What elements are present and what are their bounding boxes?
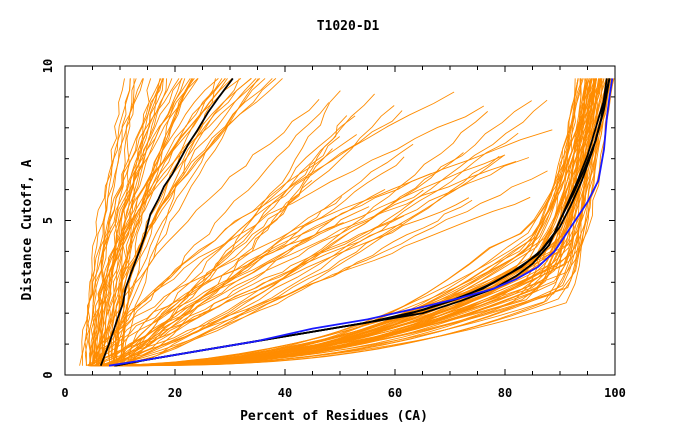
model-curve (101, 78, 216, 366)
model-curve (90, 78, 588, 367)
model-curve (109, 156, 405, 367)
model-curve (125, 155, 504, 367)
y-axis-label: Distance Cutoff, A (20, 159, 35, 300)
model-curve (95, 98, 320, 366)
model-curve (100, 78, 162, 366)
model-curve (117, 78, 586, 367)
model-curve (111, 199, 473, 367)
model-curve (120, 78, 252, 366)
y-tick-label: 10 (41, 59, 55, 73)
model-curve (101, 99, 548, 367)
model-curve (97, 78, 615, 367)
highlight-series (99, 77, 614, 367)
model-curve (131, 136, 340, 366)
model-curve (99, 90, 341, 367)
model-curve (94, 78, 164, 366)
model-curve (88, 78, 163, 366)
model-curve (102, 78, 137, 366)
model-curve (88, 78, 180, 366)
model-curve (124, 78, 583, 367)
model-curve (112, 78, 607, 367)
x-tick-label: 20 (168, 386, 182, 400)
model-curve (90, 78, 590, 367)
model-curve (91, 129, 553, 366)
axis-ticks: 0 20 40 60 80 100 0 5 10 (41, 59, 626, 400)
model-curve (94, 78, 261, 366)
model-curve (115, 215, 405, 366)
model-curve (111, 78, 228, 366)
model-curve (120, 78, 135, 366)
model-curve (100, 91, 455, 366)
chart-title: T1020-D1 (317, 19, 380, 34)
model-curve (93, 105, 395, 367)
y-tick-label: 5 (41, 217, 55, 224)
model-curve (107, 78, 219, 366)
model-curve (118, 216, 337, 367)
model-curve (90, 222, 344, 367)
model-curve (107, 100, 532, 367)
model-curve (91, 78, 252, 366)
model-curve (111, 148, 333, 367)
model-curve (118, 206, 370, 366)
model-curve (102, 155, 500, 367)
model-curve (116, 157, 530, 367)
series-blue-reference (108, 78, 614, 367)
x-tick-label: 100 (604, 386, 626, 400)
model-curve (126, 110, 403, 366)
model-curve (113, 78, 152, 366)
model-curves (79, 78, 615, 367)
x-axis-label: Percent of Residues (CA) (240, 409, 428, 424)
x-tick-label: 80 (498, 386, 512, 400)
model-curve (90, 134, 357, 366)
model-curve (118, 78, 579, 367)
model-curve (116, 154, 506, 366)
y-tick-label: 0 (41, 371, 55, 378)
x-tick-label: 0 (61, 386, 68, 400)
model-curve (115, 78, 257, 366)
model-curve (128, 111, 488, 367)
model-curve (86, 189, 386, 367)
model-curve (81, 78, 131, 366)
model-curve (88, 78, 199, 366)
model-curve (96, 78, 579, 367)
model-curve (95, 102, 330, 366)
model-curve (79, 78, 199, 366)
model-curve (91, 105, 485, 366)
x-tick-label: 60 (388, 386, 402, 400)
model-curve (98, 78, 193, 366)
model-curve (113, 78, 266, 366)
x-tick-label: 40 (278, 386, 292, 400)
series-black-steep (99, 77, 234, 367)
model-curve (94, 78, 607, 367)
